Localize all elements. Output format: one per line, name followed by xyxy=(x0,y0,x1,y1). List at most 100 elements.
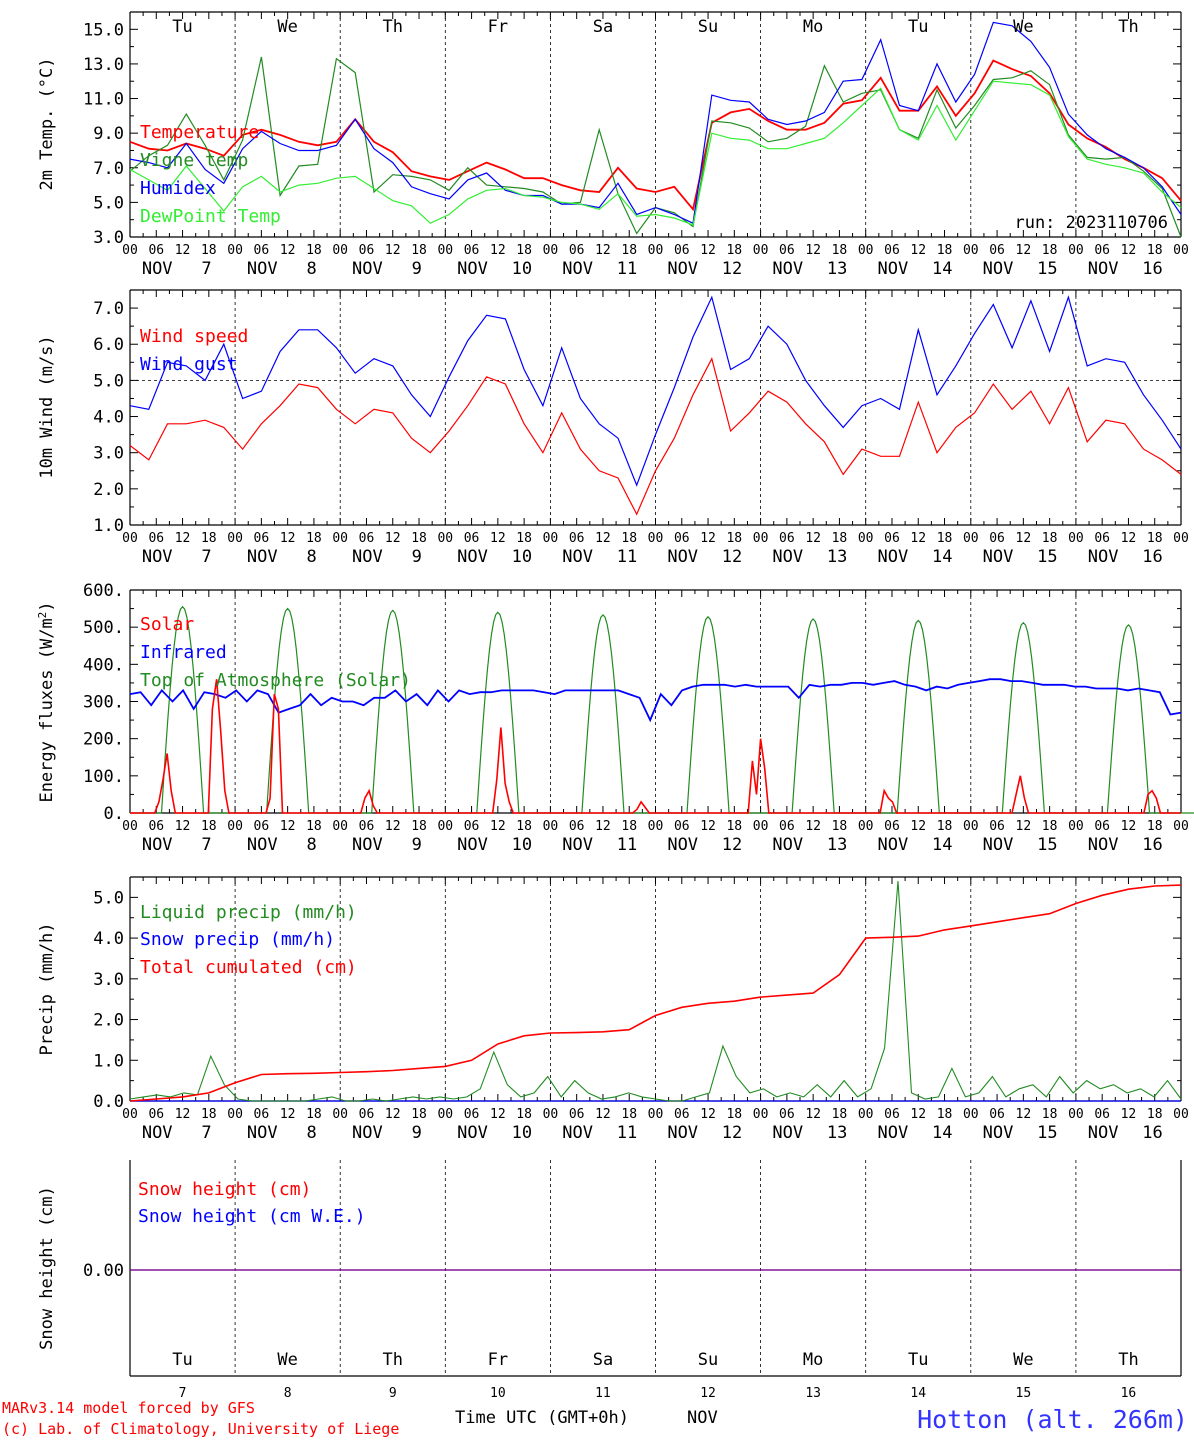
weekday-label: Tu xyxy=(172,1350,192,1370)
weekday-label: Th xyxy=(1118,1350,1138,1370)
hour-label: 12 xyxy=(910,1107,926,1122)
date-label: 13 xyxy=(827,1123,847,1143)
hour-label: 06 xyxy=(148,531,164,546)
hour-label: 06 xyxy=(1094,819,1110,834)
hour-label: 00 xyxy=(858,531,874,546)
y-tick-label: 5.0 xyxy=(93,888,124,908)
hour-label: 12 xyxy=(1121,819,1137,834)
weekday-label: We xyxy=(1013,1350,1033,1370)
legend-entry: Solar xyxy=(140,614,194,635)
bottom-date: 7 xyxy=(179,1386,187,1401)
bottom-date: 11 xyxy=(595,1386,611,1401)
hour-label: 12 xyxy=(805,819,821,834)
hour-label: 00 xyxy=(1068,819,1084,834)
y-tick-label: 11.0 xyxy=(83,90,124,110)
hour-label: 00 xyxy=(1068,243,1084,258)
run-annotation: run: 2023110706 xyxy=(1014,213,1168,233)
hour-label: 00 xyxy=(648,1107,664,1122)
hour-label: 06 xyxy=(989,819,1005,834)
legend-entry: Humidex xyxy=(140,178,216,199)
legend-entry: Snow height (cm W.E.) xyxy=(138,1206,366,1227)
y-tick-label: 1.0 xyxy=(93,1051,124,1071)
y-tick-label: 9.0 xyxy=(93,124,124,144)
date-label: 14 xyxy=(932,835,952,855)
hour-label: 06 xyxy=(674,531,690,546)
date-label: 7 xyxy=(201,1123,211,1143)
hour-label: 06 xyxy=(779,1107,795,1122)
date-label: 12 xyxy=(722,259,742,279)
y-tick-label: 6.0 xyxy=(93,335,124,355)
month-label: NOV xyxy=(667,835,698,855)
weekday-label: Mo xyxy=(803,17,823,37)
hour-label: 00 xyxy=(858,819,874,834)
hour-label: 00 xyxy=(122,531,138,546)
hour-label: 18 xyxy=(937,243,953,258)
hour-label: 18 xyxy=(1042,819,1058,834)
hour-label: 06 xyxy=(779,243,795,258)
month-label: NOV xyxy=(142,547,173,567)
y-tick-label: 3.0 xyxy=(93,444,124,464)
legend-entry: Temperature xyxy=(140,122,259,143)
hour-label: 18 xyxy=(1147,819,1163,834)
hour-label: 06 xyxy=(464,531,480,546)
series-line-3-0 xyxy=(129,881,1182,1102)
legend-entry: Wind speed xyxy=(140,326,248,347)
hour-label: 18 xyxy=(726,1107,742,1122)
series-line-toa xyxy=(130,605,1194,814)
hour-label: 06 xyxy=(254,531,270,546)
hour-label: 18 xyxy=(516,819,532,834)
hour-label: 12 xyxy=(385,243,401,258)
hour-label: 18 xyxy=(1147,1107,1163,1122)
hour-label: 18 xyxy=(726,819,742,834)
hour-label: 12 xyxy=(1121,531,1137,546)
weekday-label: Mo xyxy=(803,1350,823,1370)
hour-label: 18 xyxy=(1147,243,1163,258)
hour-label: 18 xyxy=(1042,243,1058,258)
legend-entry: Top of Atmosphere (Solar) xyxy=(140,670,411,691)
month-label: NOV xyxy=(142,259,173,279)
legend-entry: Snow precip (mm/h) xyxy=(140,929,335,950)
date-label: 10 xyxy=(512,547,532,567)
weekday-row: Tu We Th Fr Sa Su Mo Tu We Th xyxy=(172,17,1138,37)
hour-label: 06 xyxy=(674,819,690,834)
hour-label: 18 xyxy=(1042,1107,1058,1122)
hour-label: 12 xyxy=(280,243,296,258)
x-axis-title: Time UTC (GMT+0h) xyxy=(455,1408,629,1428)
date-label: 13 xyxy=(827,835,847,855)
month-label: NOV xyxy=(772,259,803,279)
hour-label: 12 xyxy=(700,531,716,546)
legend-entry: Snow height (cm) xyxy=(138,1179,311,1200)
hour-label: 12 xyxy=(1121,1107,1137,1122)
date-label: 13 xyxy=(827,547,847,567)
month-label: NOV xyxy=(667,259,698,279)
month-label: NOV xyxy=(142,835,173,855)
hour-label: 06 xyxy=(779,819,795,834)
y-tick-label: 200. xyxy=(83,730,124,750)
hour-label: 12 xyxy=(595,819,611,834)
hour-label: 18 xyxy=(411,1107,427,1122)
series-line-0-2 xyxy=(129,21,1182,225)
y-tick-label: 5.0 xyxy=(93,371,124,391)
hour-label: 06 xyxy=(148,243,164,258)
hour-label: 12 xyxy=(700,819,716,834)
hour-label: 18 xyxy=(411,819,427,834)
month-label: NOV xyxy=(247,1123,278,1143)
date-label: 9 xyxy=(412,1123,422,1143)
hour-label: 18 xyxy=(621,819,637,834)
weekday-row: Tu We Th Fr Sa Su Mo Tu We Th xyxy=(172,1350,1138,1370)
station-name: Hotton (alt. 266m) xyxy=(917,1405,1188,1434)
hour-label: 06 xyxy=(148,819,164,834)
y-axis-title-part: ) xyxy=(37,601,57,611)
date-label: 16 xyxy=(1142,1123,1162,1143)
y-tick-label: 4.0 xyxy=(93,929,124,949)
hour-label: 06 xyxy=(464,243,480,258)
hour-label: 06 xyxy=(254,819,270,834)
hour-label: 12 xyxy=(280,531,296,546)
hour-label: 18 xyxy=(937,531,953,546)
month-label: NOV xyxy=(772,835,803,855)
y-axis-title-part: 2m Temp. ( xyxy=(37,88,57,190)
y-tick-label: 100. xyxy=(83,767,124,787)
legend-entry: Liquid precip (mm/h) xyxy=(140,902,357,923)
y-axis-title-part: 2 xyxy=(36,612,49,619)
